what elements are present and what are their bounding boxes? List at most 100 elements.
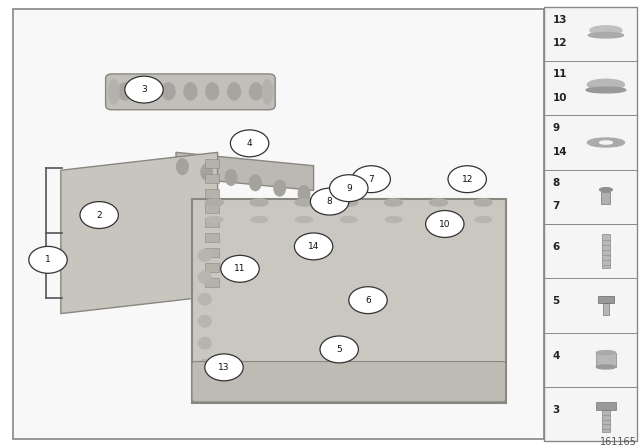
Ellipse shape	[296, 216, 312, 223]
Circle shape	[80, 202, 118, 228]
FancyBboxPatch shape	[544, 7, 637, 441]
Ellipse shape	[298, 185, 310, 202]
Ellipse shape	[588, 79, 625, 90]
Circle shape	[448, 166, 486, 193]
Text: 10: 10	[439, 220, 451, 228]
Circle shape	[330, 175, 368, 202]
Circle shape	[230, 130, 269, 157]
Ellipse shape	[198, 359, 211, 371]
Ellipse shape	[274, 180, 285, 196]
Bar	[598, 296, 614, 303]
FancyBboxPatch shape	[106, 74, 275, 110]
Ellipse shape	[109, 80, 119, 104]
Bar	[205, 219, 219, 228]
Ellipse shape	[250, 175, 261, 191]
Ellipse shape	[140, 83, 153, 100]
Ellipse shape	[430, 216, 447, 223]
Circle shape	[29, 246, 67, 273]
Ellipse shape	[250, 199, 268, 206]
Ellipse shape	[250, 83, 262, 100]
Ellipse shape	[475, 216, 492, 223]
Ellipse shape	[198, 315, 211, 327]
Bar	[602, 234, 610, 268]
Ellipse shape	[206, 216, 223, 223]
Ellipse shape	[198, 250, 211, 261]
Ellipse shape	[385, 199, 403, 206]
Text: 11: 11	[552, 69, 567, 79]
Text: 5: 5	[337, 345, 342, 354]
Text: 14: 14	[308, 242, 319, 251]
Text: 161165: 161165	[600, 437, 637, 447]
Ellipse shape	[590, 26, 622, 35]
Ellipse shape	[162, 83, 175, 100]
Ellipse shape	[184, 83, 197, 100]
Text: 12: 12	[461, 175, 473, 184]
Ellipse shape	[205, 199, 223, 206]
Ellipse shape	[340, 199, 358, 206]
Ellipse shape	[251, 216, 268, 223]
Text: 3: 3	[141, 85, 147, 94]
Bar	[205, 159, 219, 168]
Ellipse shape	[206, 83, 219, 100]
Ellipse shape	[429, 199, 447, 206]
FancyBboxPatch shape	[192, 362, 506, 402]
Circle shape	[294, 233, 333, 260]
Bar	[205, 248, 219, 257]
Ellipse shape	[198, 293, 211, 305]
Polygon shape	[192, 199, 506, 403]
Text: 7: 7	[552, 201, 560, 211]
Ellipse shape	[588, 33, 623, 38]
Ellipse shape	[225, 169, 237, 185]
Bar	[205, 189, 219, 198]
Circle shape	[320, 336, 358, 363]
Bar	[205, 278, 219, 287]
Text: 10: 10	[552, 93, 567, 103]
Circle shape	[426, 211, 464, 237]
Bar	[602, 409, 610, 432]
Circle shape	[221, 255, 259, 282]
Circle shape	[310, 188, 349, 215]
Text: 6: 6	[552, 242, 559, 252]
Ellipse shape	[198, 271, 211, 283]
Ellipse shape	[295, 199, 313, 206]
Text: 14: 14	[552, 147, 567, 157]
Text: 7: 7	[369, 175, 374, 184]
Ellipse shape	[118, 83, 131, 100]
Ellipse shape	[586, 87, 626, 93]
Ellipse shape	[596, 365, 616, 369]
Bar	[205, 203, 219, 212]
FancyBboxPatch shape	[13, 9, 544, 439]
Text: 6: 6	[365, 296, 371, 305]
Ellipse shape	[588, 138, 625, 147]
Ellipse shape	[177, 159, 188, 174]
Text: 12: 12	[552, 39, 567, 48]
Bar	[602, 192, 611, 203]
Bar	[205, 263, 219, 272]
Text: 8: 8	[552, 178, 559, 188]
Text: 2: 2	[97, 211, 102, 220]
Bar	[603, 303, 609, 315]
Bar	[205, 233, 219, 242]
Text: 9: 9	[346, 184, 351, 193]
Ellipse shape	[600, 188, 612, 192]
Circle shape	[349, 287, 387, 314]
Text: 13: 13	[552, 15, 567, 25]
Polygon shape	[176, 152, 314, 190]
Ellipse shape	[385, 216, 402, 223]
Text: 4: 4	[552, 351, 560, 361]
Bar	[596, 401, 616, 409]
Ellipse shape	[340, 216, 357, 223]
Ellipse shape	[198, 337, 211, 349]
Ellipse shape	[596, 351, 616, 355]
Bar	[205, 174, 219, 183]
Circle shape	[125, 76, 163, 103]
Circle shape	[352, 166, 390, 193]
Text: 4: 4	[247, 139, 252, 148]
Bar	[596, 353, 616, 367]
Text: 8: 8	[327, 197, 332, 206]
Ellipse shape	[474, 199, 492, 206]
Text: 11: 11	[234, 264, 246, 273]
Text: 9: 9	[552, 123, 559, 134]
Ellipse shape	[262, 80, 273, 104]
Ellipse shape	[600, 141, 612, 144]
